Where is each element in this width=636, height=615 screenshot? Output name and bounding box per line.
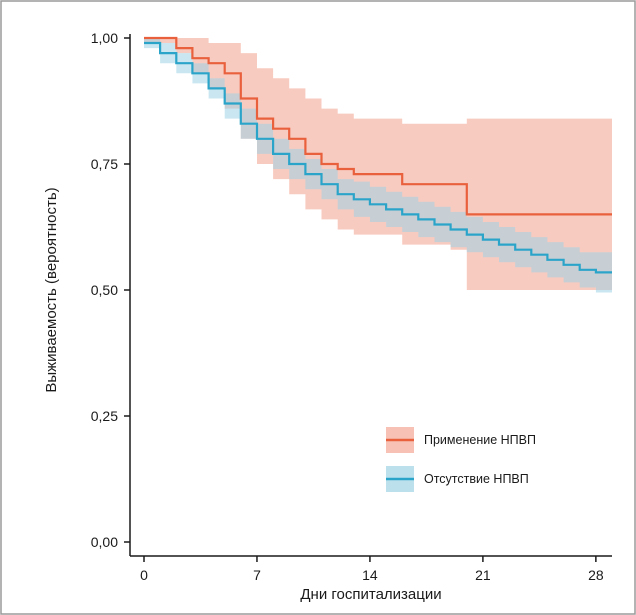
x-tick-label: 21 xyxy=(475,567,491,583)
x-tick-label: 28 xyxy=(588,567,604,583)
x-tick-label: 0 xyxy=(140,567,148,583)
x-axis-title: Дни госпитализации xyxy=(300,586,441,603)
survival-line-no-nsaid xyxy=(144,41,612,274)
y-tick-label: 0,50 xyxy=(91,282,118,298)
y-tick-label: 0,00 xyxy=(91,534,118,550)
confidence-bands xyxy=(144,38,612,293)
legend-label-no-nsaid: Отсутствие НПВП xyxy=(424,472,529,486)
legend: Применение НПВП Отсутствие НПВП xyxy=(386,427,536,492)
survival-line-nsaid xyxy=(144,36,612,216)
confidence-band-no-nsaid xyxy=(144,38,612,293)
survival-lines xyxy=(144,36,612,274)
y-tick-label: 1,00 xyxy=(91,30,118,46)
x-tick-label: 7 xyxy=(253,567,261,583)
y-tick-label: 0,25 xyxy=(91,408,118,424)
y-tick-label: 0,75 xyxy=(91,156,118,172)
axes: 0,00 0,25 0,50 0,75 1,00 0 7 14 21 28 xyxy=(91,30,612,583)
x-tick-label: 14 xyxy=(362,567,378,583)
y-axis-title: Выживаемость (вероятность) xyxy=(43,187,60,392)
legend-label-nsaid: Применение НПВП xyxy=(424,433,536,447)
